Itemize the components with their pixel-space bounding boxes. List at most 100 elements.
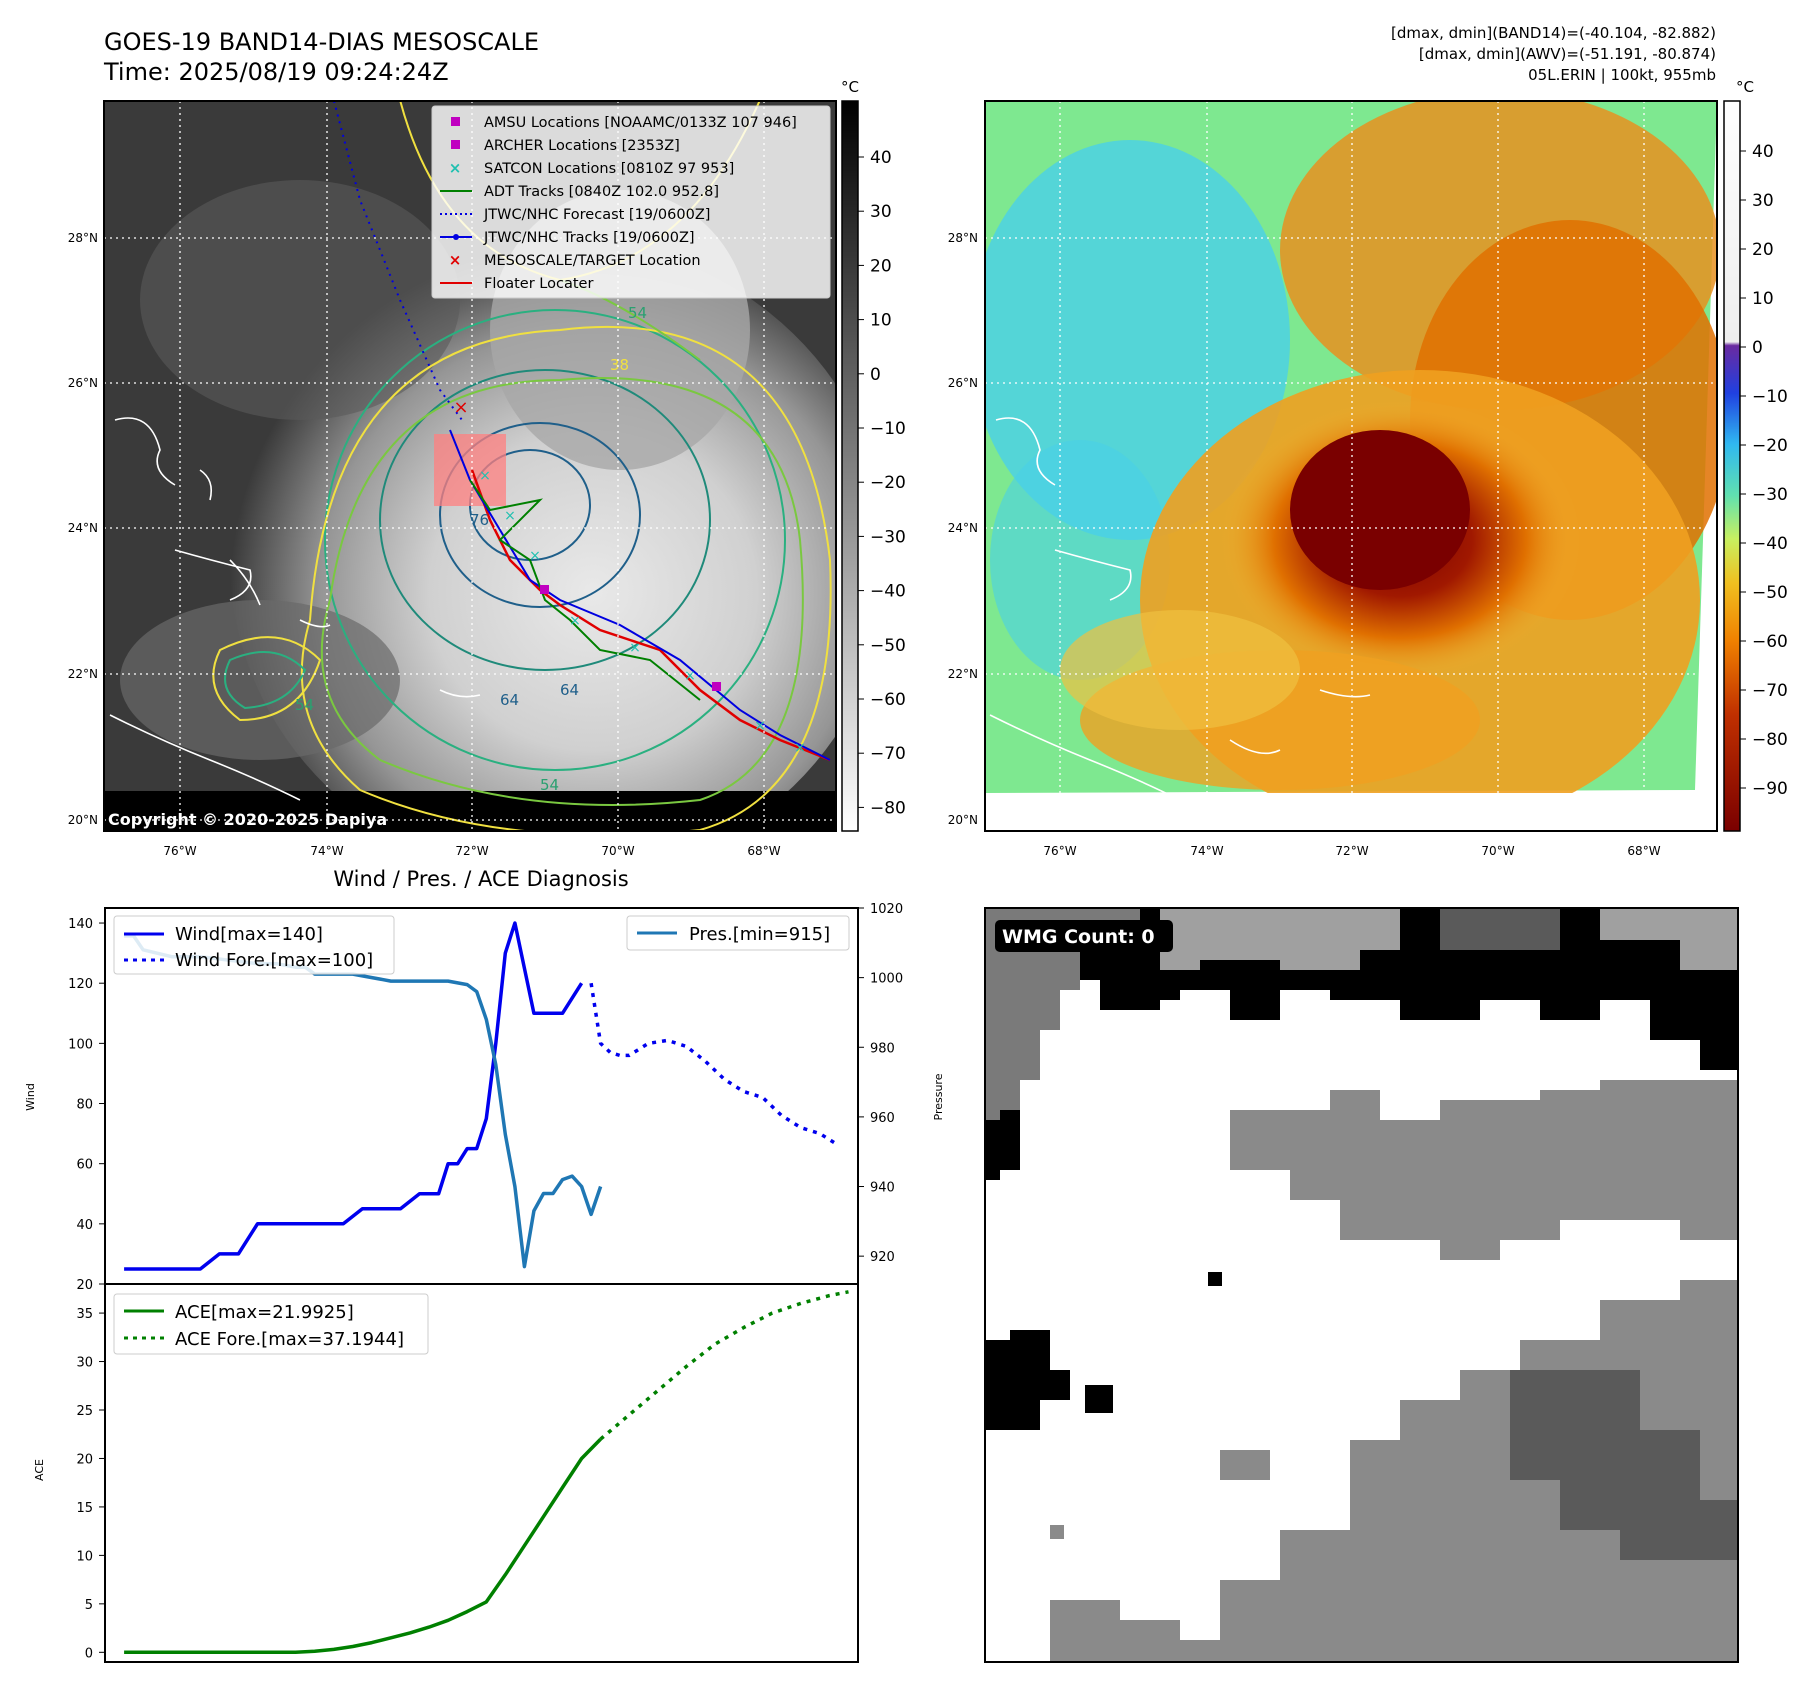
colorbar-tick: 20 — [1752, 240, 1774, 260]
ace-tick: 0 — [85, 1646, 93, 1661]
ace-ylabel: ACE — [33, 1459, 46, 1481]
pressure-tick: 920 — [870, 1250, 895, 1265]
contour-label: 54 — [628, 304, 647, 322]
lon-label: 70°W — [601, 844, 634, 858]
legend-entry: AMSU Locations [NOAAMC/0133Z 107 946] — [451, 115, 797, 131]
ir-map-panel: × × × × × × × × × 54 38 76 54 64 64 54 — [103, 78, 906, 832]
legend-entry: JTWC/NHC Forecast [19/0600Z] — [440, 207, 710, 223]
legend-wind: Wind[max=140] — [175, 924, 323, 945]
wmg-panel: WMG Count: 0 — [984, 907, 1739, 1663]
legend-entry: × MESOSCALE/TARGET Location — [449, 251, 701, 269]
wind-tick: 40 — [76, 1218, 93, 1233]
lat-label: 28°N — [68, 231, 98, 245]
info-storm: 05L.ERIN | 100kt, 955mb — [1528, 66, 1716, 84]
colorbar-tick: −60 — [870, 690, 906, 710]
colorbar-tick: −60 — [1752, 632, 1788, 652]
legend-entry: JTWC/NHC Tracks [19/0600Z] — [440, 230, 695, 246]
chart-title: Wind / Pres. / ACE Diagnosis — [333, 867, 628, 891]
colorbar-tick: 40 — [870, 148, 892, 168]
legend-label: JTWC/NHC Forecast [19/0600Z] — [483, 207, 710, 223]
awv-map-panel: °C 40 30 20 10 0 −10 −20 −30 −40 −50 −60 −70 −80 −90 — [984, 78, 1788, 832]
ir-colorbar — [841, 100, 859, 832]
wind-tick: 120 — [68, 977, 93, 992]
ace-tick: 35 — [76, 1307, 93, 1322]
svg-text:×: × — [684, 668, 696, 684]
pressure-ylabel: Pressure — [932, 1073, 945, 1120]
contour-label: 64 — [560, 681, 579, 699]
svg-text:×: × — [629, 640, 641, 656]
lon-label: 72°W — [455, 844, 488, 858]
colorbar-tick: −10 — [1752, 387, 1788, 407]
ace-tick: 5 — [85, 1598, 93, 1613]
lon-label: 70°W — [1481, 844, 1514, 858]
lat-label: 22°N — [68, 667, 98, 681]
wind-tick: 100 — [68, 1037, 93, 1052]
info-band14: [dmax, dmin](BAND14)=(-40.104, -82.882) — [1391, 24, 1716, 42]
pressure-tick: 1020 — [870, 902, 903, 917]
ace-chart: 35 30 25 20 15 10 5 0 ACE ACE[max=21.9925] ACE … — [33, 1283, 859, 1663]
legend-entry: ARCHER Locations [2353Z] — [451, 138, 680, 154]
lat-label: 24°N — [68, 521, 98, 535]
contour-label: 38 — [610, 356, 629, 374]
ace-tick: 10 — [76, 1549, 93, 1564]
colorbar-tick: −70 — [1752, 681, 1788, 701]
legend-label: ARCHER Locations [2353Z] — [484, 138, 680, 154]
lat-label: 26°N — [948, 376, 978, 390]
legend-ace-fore: ACE Fore.[max=37.1944] — [175, 1329, 404, 1350]
series-line-ace — [124, 1437, 602, 1655]
svg-text:×: × — [453, 397, 468, 418]
legend-label: ADT Tracks [0840Z 102.0 952.8] — [484, 184, 719, 200]
svg-text:×: × — [449, 251, 462, 269]
figure-title: GOES-19 BAND14-DIAS MESOSCALE — [104, 28, 539, 56]
ir-colorbar-unit: °C — [841, 78, 859, 96]
awv-colorbar-unit: °C — [1736, 78, 1754, 96]
legend-entry: Floater Locater — [440, 276, 593, 292]
svg-text:×: × — [569, 613, 581, 629]
pressure-tick: 980 — [870, 1041, 895, 1056]
svg-text:×: × — [449, 159, 462, 177]
contour-label: 54 — [295, 696, 314, 714]
legend-ace: ACE[max=21.9925] — [175, 1302, 354, 1323]
pressure-tick: 1000 — [870, 972, 903, 987]
wind-tick: 140 — [68, 917, 93, 932]
awv-colorbar — [1723, 100, 1741, 832]
info-awv: [dmax, dmin](AWV)=(-51.191, -80.874) — [1419, 45, 1716, 63]
legend-label: SATCON Locations [0810Z 97 953] — [484, 161, 734, 177]
figure-time: Time: 2025/08/19 09:24:24Z — [103, 58, 449, 86]
legend-wind-fore: Wind Fore.[max=100] — [175, 950, 373, 971]
series-line-wind — [124, 921, 584, 1271]
lon-label: 76°W — [163, 844, 196, 858]
wind-tick: 80 — [76, 1098, 93, 1113]
svg-text:×: × — [479, 468, 491, 484]
colorbar-tick: 30 — [870, 202, 892, 222]
ace-legend: ACE[max=21.9925] ACE Fore.[max=37.1944] — [113, 1293, 429, 1355]
legend-label: JTWC/NHC Tracks [19/0600Z] — [483, 230, 695, 246]
contour-label: 54 — [540, 776, 559, 794]
colorbar-tick: −20 — [870, 473, 906, 493]
legend-entry: ADT Tracks [0840Z 102.0 952.8] — [440, 184, 719, 200]
legend-label: AMSU Locations [NOAAMC/0133Z 107 946] — [484, 115, 797, 131]
legend-label: Floater Locater — [484, 276, 593, 292]
legend-entry: × SATCON Locations [0810Z 97 953] — [449, 159, 735, 177]
colorbar-tick: 30 — [1752, 191, 1774, 211]
colorbar-tick: −40 — [1752, 534, 1788, 554]
colorbar-tick: −40 — [870, 582, 906, 602]
ace-tick: 20 — [76, 1452, 93, 1467]
lat-label: 20°N — [68, 813, 98, 827]
wind-tick: 60 — [76, 1158, 93, 1173]
legend-pres: Pres.[min=915] — [689, 924, 830, 945]
wmg-count: WMG Count: 0 — [1002, 926, 1155, 948]
ace-tick: 25 — [76, 1404, 93, 1419]
colorbar-tick: −90 — [1752, 779, 1788, 799]
ace-tick: 15 — [76, 1501, 93, 1516]
colorbar-tick: −80 — [870, 798, 906, 818]
colorbar-tick: −10 — [870, 419, 906, 439]
contour-label: 64 — [500, 691, 519, 709]
colorbar-tick: 0 — [870, 365, 881, 385]
svg-text:×: × — [754, 718, 766, 734]
colorbar-tick: −30 — [1752, 485, 1788, 505]
wind-tick: 20 — [76, 1278, 93, 1293]
wind-legend: Wind[max=140] Wind Fore.[max=100] — [113, 915, 395, 975]
copyright: Copyright © 2020-2025 Dapiya — [108, 810, 387, 829]
